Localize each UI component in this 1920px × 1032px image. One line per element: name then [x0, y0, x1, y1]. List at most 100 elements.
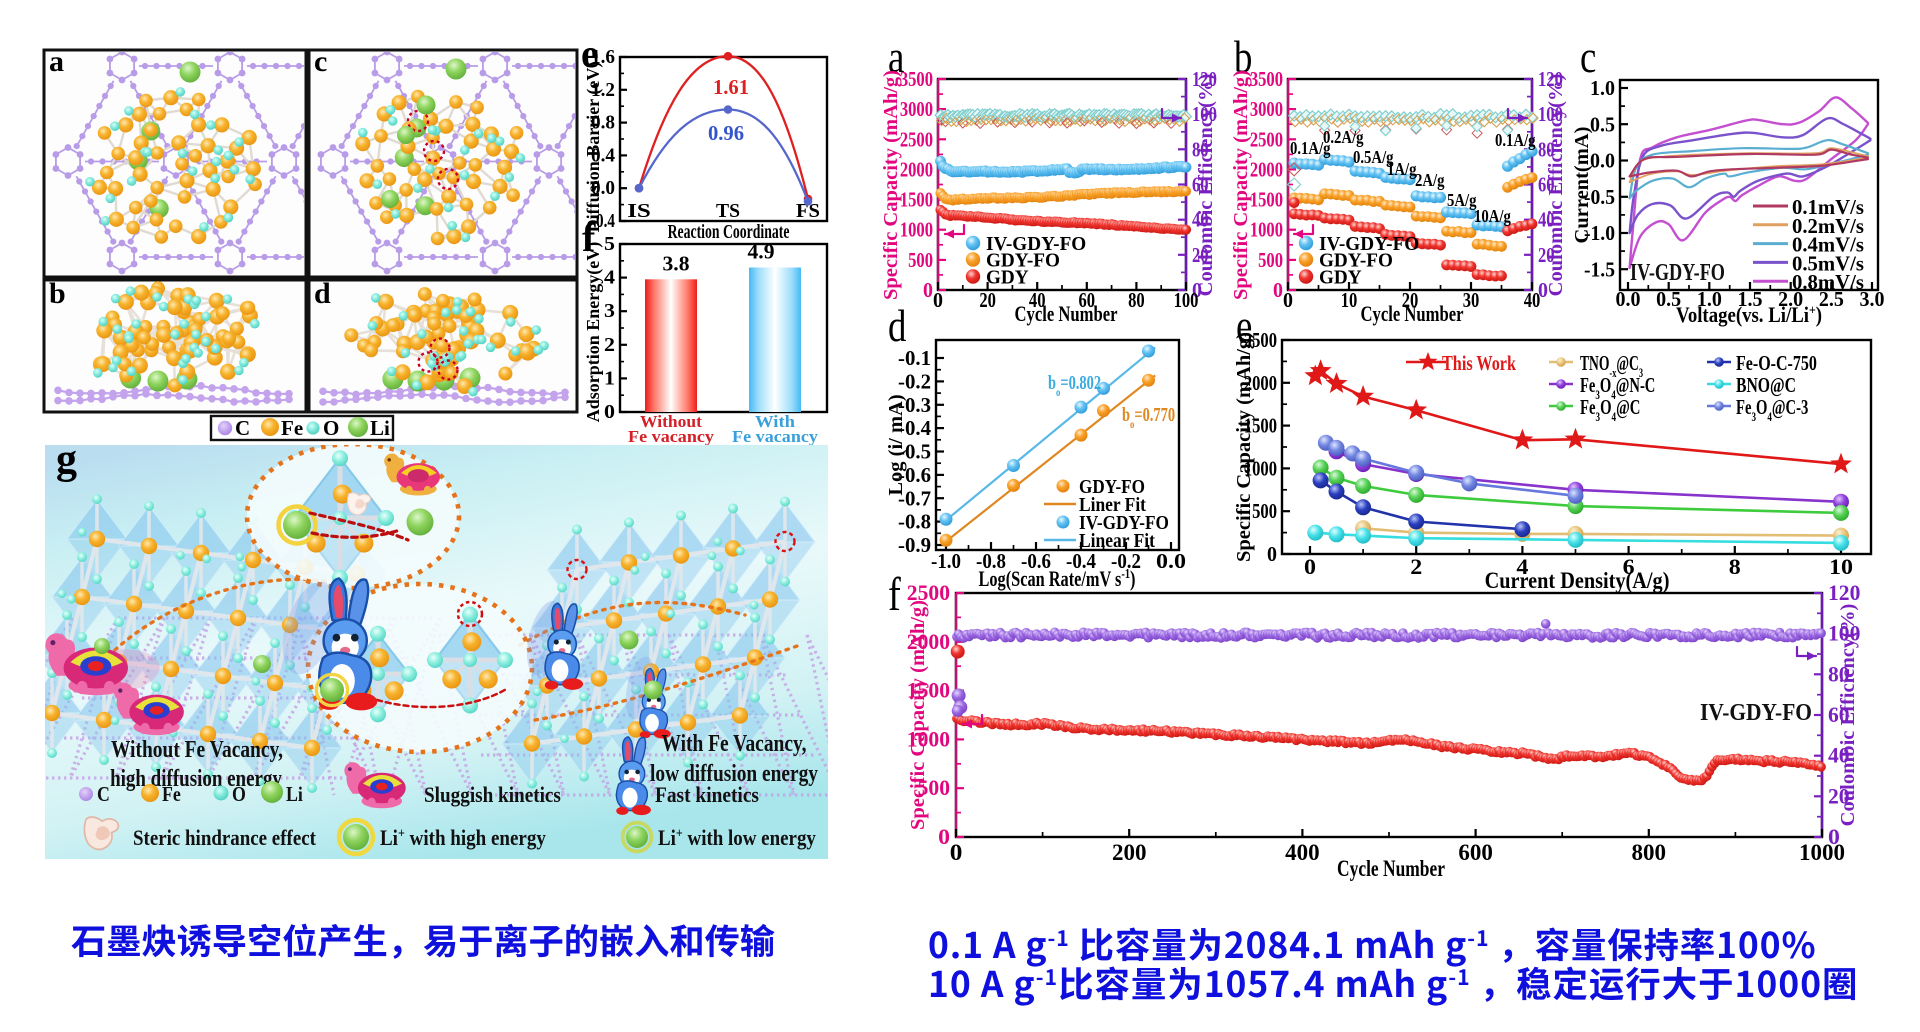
svg-text:1500: 1500: [1250, 189, 1283, 212]
svg-text:500: 500: [918, 776, 950, 800]
svg-text:2.0: 2.0: [1778, 289, 1803, 312]
svg-text:1.61: 1.61: [713, 76, 749, 99]
svg-text:4: 4: [604, 266, 616, 289]
svg-text:1.6: 1.6: [591, 47, 615, 68]
svg-text:2A/g: 2A/g: [1415, 170, 1445, 191]
svg-text:500: 500: [908, 249, 933, 272]
svg-text:C: C: [235, 416, 250, 440]
svg-text:GDY-FO: GDY-FO: [1079, 476, 1145, 499]
svg-text:IV-GDY-FO: IV-GDY-FO: [1700, 699, 1812, 725]
svg-text:2000: 2000: [907, 630, 950, 654]
svg-text:60: 60: [1828, 703, 1850, 727]
svg-text:Fe-O-C-750: Fe-O-C-750: [1736, 352, 1817, 376]
svg-text:-0.4: -0.4: [591, 209, 615, 232]
svg-text:IV-GDY-FO: IV-GDY-FO: [1079, 512, 1169, 534]
svg-text:0: 0: [1538, 280, 1548, 303]
svg-text:Coulombic Efficiency(%): Coulombic Efficiency(%): [1195, 74, 1217, 297]
svg-text:500: 500: [1258, 249, 1283, 272]
svg-text:40: 40: [1192, 209, 1209, 232]
svg-text:20: 20: [979, 289, 996, 312]
svg-text:Reaction Coordinate: Reaction Coordinate: [668, 221, 790, 243]
svg-text:2000: 2000: [1250, 159, 1283, 182]
svg-text:This Work: This Work: [1442, 352, 1516, 376]
svg-text:100: 100: [1538, 103, 1563, 126]
svg-text:0.4mV/s: 0.4mV/s: [1792, 232, 1864, 256]
svg-text:10: 10: [1829, 554, 1853, 579]
svg-text:Steric hindrance effect: Steric hindrance effect: [133, 827, 316, 851]
svg-text:0.1A/g: 0.1A/g: [1495, 130, 1536, 151]
svg-text:1A/g: 1A/g: [1387, 159, 1417, 180]
svg-text:Liner Fit: Liner Fit: [1079, 494, 1147, 516]
svg-text:d: d: [888, 301, 907, 352]
svg-text:-1.0: -1.0: [931, 550, 961, 573]
svg-text:1500: 1500: [1244, 415, 1277, 438]
svg-text:-0.8: -0.8: [898, 510, 931, 534]
svg-text:e: e: [581, 31, 599, 76]
svg-text:1000: 1000: [1250, 219, 1283, 242]
svg-text:80: 80: [1192, 139, 1209, 162]
svg-text:2.5: 2.5: [1819, 289, 1844, 312]
svg-text:With: With: [755, 412, 795, 431]
svg-text:Without Fe Vacancy,: Without Fe Vacancy,: [111, 736, 283, 762]
svg-text:Linear Fit: Linear Fit: [1079, 530, 1156, 552]
svg-text:3: 3: [604, 299, 615, 322]
svg-text:c: c: [314, 45, 327, 78]
svg-text:g: g: [56, 437, 77, 483]
svg-text:0: 0: [923, 280, 933, 303]
svg-text:3500: 3500: [1250, 68, 1283, 91]
svg-text:2500: 2500: [900, 129, 933, 152]
svg-text:-0.7: -0.7: [898, 486, 931, 510]
svg-text:IV-GDY-FO: IV-GDY-FO: [1319, 234, 1419, 255]
svg-text:4: 4: [1516, 554, 1529, 579]
svg-text:0.8mV/s: 0.8mV/s: [1792, 270, 1864, 294]
svg-text:0.0: 0.0: [1156, 549, 1186, 572]
svg-text:1: 1: [604, 366, 615, 389]
svg-text:0: 0: [1828, 825, 1840, 849]
svg-text:0.96: 0.96: [708, 122, 744, 145]
svg-text:-0.4: -0.4: [898, 416, 932, 440]
svg-text:60: 60: [1192, 174, 1209, 197]
svg-text:2: 2: [604, 333, 615, 356]
svg-text:0: 0: [1192, 280, 1202, 303]
svg-text:Diffusion Barrier (eV): Diffusion Barrier (eV): [583, 62, 604, 233]
svg-text:80: 80: [1538, 139, 1555, 162]
svg-text:Specific Capacity (mAh/g): Specific Capacity (mAh/g): [1230, 70, 1252, 300]
svg-text:2000: 2000: [1244, 372, 1277, 395]
svg-text:Li+ with high energy: Li+ with high energy: [380, 824, 547, 850]
svg-text:Without: Without: [640, 412, 702, 431]
svg-text:3000: 3000: [900, 98, 933, 121]
svg-text:Fe vacancy: Fe vacancy: [732, 427, 818, 446]
svg-text:Li+ with low energy: Li+ with low energy: [658, 824, 817, 850]
svg-text:100: 100: [1828, 621, 1860, 645]
svg-text:1.2: 1.2: [591, 79, 615, 100]
svg-text:FS: FS: [796, 200, 820, 222]
svg-text:Li: Li: [370, 416, 390, 440]
svg-text:high diffusion energy: high diffusion energy: [110, 765, 282, 792]
svg-text:3500: 3500: [900, 68, 933, 91]
svg-text:Fe vacancy: Fe vacancy: [628, 427, 714, 446]
svg-text:c: c: [1580, 32, 1596, 83]
svg-text:-1.5: -1.5: [1584, 259, 1615, 282]
svg-text:Coulombic Efficiency(%): Coulombic Efficiency(%): [1837, 604, 1859, 827]
svg-text:2: 2: [1410, 554, 1422, 579]
svg-text:Log(Scan Rate/mV s-1): Log(Scan Rate/mV s-1): [979, 566, 1136, 592]
svg-text:40: 40: [1524, 289, 1541, 312]
svg-text:60: 60: [1538, 174, 1555, 197]
svg-text:0: 0: [933, 290, 943, 313]
svg-text:0: 0: [604, 400, 615, 423]
svg-text:IV-GDY-FO: IV-GDY-FO: [1630, 259, 1725, 286]
svg-text:1000: 1000: [907, 727, 950, 751]
svg-text:TS: TS: [716, 200, 740, 222]
svg-text:GDY-FO: GDY-FO: [1319, 250, 1393, 271]
svg-text:Fast kinetics: Fast kinetics: [655, 784, 759, 807]
svg-text:0.4: 0.4: [591, 145, 615, 166]
svg-text:0: 0: [950, 840, 963, 866]
svg-text:-0.5: -0.5: [1584, 186, 1615, 209]
svg-text:2500: 2500: [1244, 329, 1277, 352]
svg-text:Cycle Number: Cycle Number: [1337, 857, 1445, 882]
svg-text:8: 8: [1729, 554, 1741, 579]
svg-text:IV-GDY-FO: IV-GDY-FO: [986, 234, 1086, 255]
svg-text:2000: 2000: [900, 159, 933, 182]
svg-text:f: f: [582, 215, 596, 260]
svg-text:20: 20: [1828, 784, 1850, 808]
